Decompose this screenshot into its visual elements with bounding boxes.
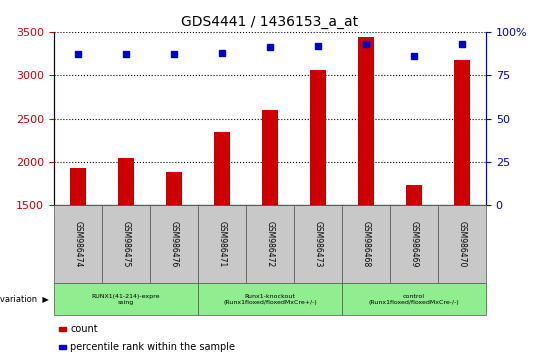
Text: control
(Runx1floxed/floxedMxCre-/-): control (Runx1floxed/floxedMxCre-/-) bbox=[369, 294, 460, 304]
Text: percentile rank within the sample: percentile rank within the sample bbox=[70, 342, 235, 352]
Text: Runx1-knockout
(Runx1floxed/floxedMxCre+/-): Runx1-knockout (Runx1floxed/floxedMxCre+… bbox=[223, 294, 317, 304]
Text: GSM986469: GSM986469 bbox=[409, 221, 418, 268]
Text: GSM986470: GSM986470 bbox=[457, 221, 467, 268]
Bar bbox=[70, 168, 86, 205]
Title: GDS4441 / 1436153_a_at: GDS4441 / 1436153_a_at bbox=[181, 16, 359, 29]
Text: GSM986474: GSM986474 bbox=[73, 221, 83, 268]
Text: GSM986476: GSM986476 bbox=[170, 221, 179, 268]
Bar bbox=[261, 110, 279, 205]
Bar bbox=[357, 37, 374, 205]
Bar bbox=[309, 70, 326, 205]
Bar bbox=[118, 159, 134, 205]
Text: RUNX1(41-214)-expre
ssing: RUNX1(41-214)-expre ssing bbox=[92, 294, 160, 304]
Bar bbox=[406, 185, 422, 205]
Text: genotype/variation  ▶: genotype/variation ▶ bbox=[0, 295, 49, 304]
Text: GSM986472: GSM986472 bbox=[266, 221, 274, 267]
Text: GSM986468: GSM986468 bbox=[361, 221, 370, 267]
Text: count: count bbox=[70, 324, 98, 334]
Text: GSM986471: GSM986471 bbox=[218, 221, 226, 267]
Text: GSM986475: GSM986475 bbox=[122, 221, 131, 268]
Bar bbox=[214, 132, 231, 205]
Bar bbox=[166, 172, 183, 205]
Text: GSM986473: GSM986473 bbox=[314, 221, 322, 268]
Bar bbox=[454, 61, 470, 205]
